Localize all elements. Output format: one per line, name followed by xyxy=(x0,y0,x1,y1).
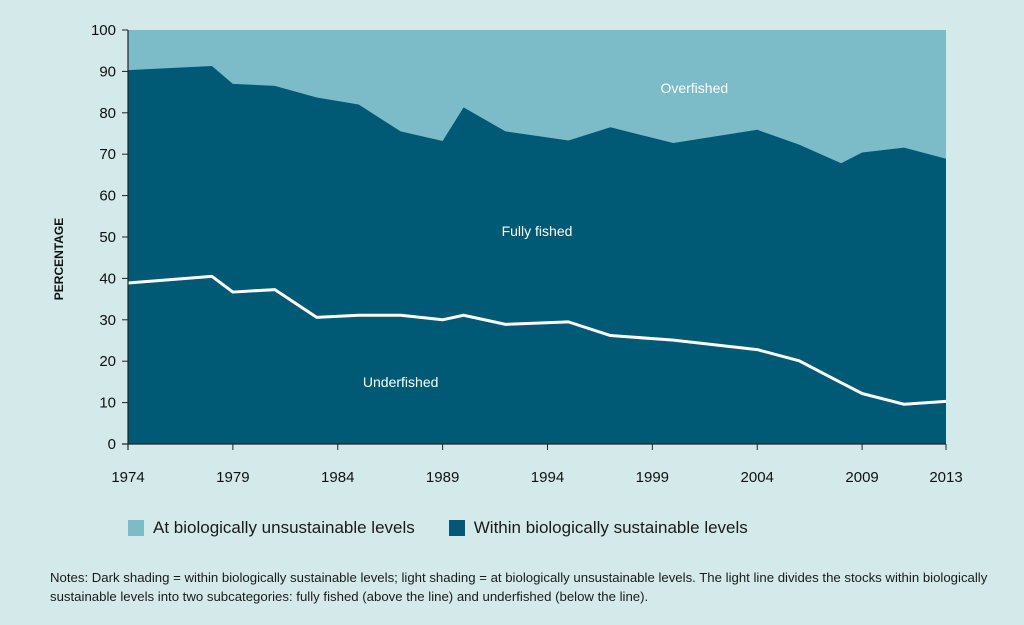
legend-item-unsustainable: At biologically unsustainable levels xyxy=(128,518,415,538)
sustainable-area xyxy=(128,66,946,444)
y-tick-label: 0 xyxy=(108,436,116,453)
underfished-divider-line xyxy=(127,274,947,406)
y-tick-label: 100 xyxy=(91,22,116,39)
x-tick-label: 2009 xyxy=(845,469,878,486)
x-tick-label: 1974 xyxy=(111,469,144,486)
x-tick-label: 1979 xyxy=(216,469,249,486)
region-label-underfished: Underfished xyxy=(363,374,439,390)
y-tick-label: 10 xyxy=(99,395,116,412)
y-tick-label: 20 xyxy=(99,353,116,370)
legend-swatch-unsustainable xyxy=(128,520,144,536)
y-tick-label: 70 xyxy=(99,146,116,163)
legend-item-sustainable: Within biologically sustainable levels xyxy=(448,518,748,538)
region-label-overfished: Overfished xyxy=(660,80,728,96)
x-tick-label: 1989 xyxy=(426,469,459,486)
x-tick-label: 1984 xyxy=(321,469,354,486)
y-axis-label: PERCENTAGE xyxy=(52,218,66,300)
y-tick-label: 90 xyxy=(99,63,116,80)
x-axis-ticks: 1974 1979 1984 1989 1994 1999 2004 2009 2013 xyxy=(111,444,963,486)
x-tick-label: 2004 xyxy=(741,469,774,486)
x-tick-label: 2013 xyxy=(929,469,962,486)
y-tick-label: 30 xyxy=(99,312,116,329)
x-tick-label: 1999 xyxy=(636,469,669,486)
y-tick-label: 80 xyxy=(99,105,116,122)
legend-label-sustainable: Within biologically sustainable levels xyxy=(473,518,748,537)
y-tick-label: 40 xyxy=(99,270,116,287)
y-axis-ticks: 0 10 20 30 40 50 60 70 80 90 100 xyxy=(91,22,128,453)
y-tick-label: 60 xyxy=(99,188,116,205)
x-tick-label: 1994 xyxy=(531,469,564,486)
legend-label-unsustainable: At biologically unsustainable levels xyxy=(153,518,415,537)
legend: At biologically unsustainable levels Wit… xyxy=(128,518,782,538)
region-label-fully-fished: Fully fished xyxy=(502,223,573,239)
legend-swatch-sustainable xyxy=(448,520,465,536)
y-tick-label: 50 xyxy=(99,229,116,246)
chart-notes: Notes: Dark shading = within biologicall… xyxy=(50,570,988,604)
